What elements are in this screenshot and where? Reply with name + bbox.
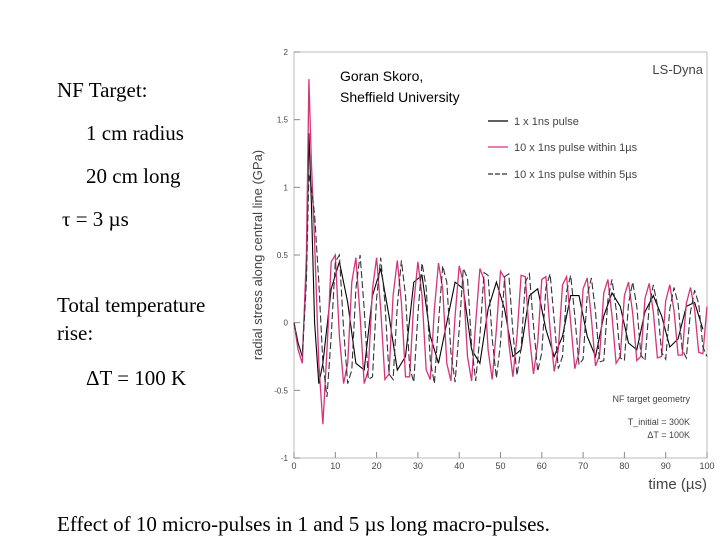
y-tick-label: 1 (284, 183, 289, 192)
annotation-delta-t: ΔT = 100K (647, 430, 690, 440)
x-tick-label: 100 (699, 461, 714, 471)
y-axis-label: radial stress along central line (GPa) (250, 150, 265, 360)
x-axis-label: time (µs) (648, 476, 707, 493)
annotation-t-initial: T_initial = 300K (628, 417, 690, 427)
target-radius: 1 cm radius (86, 121, 184, 145)
series-line-3 (293, 173, 708, 398)
legend-label: 10 x 1ns pulse within 1µs (514, 142, 638, 154)
x-tick-label: 40 (454, 461, 464, 471)
x-tick-label: 30 (413, 461, 423, 471)
x-tick-label: 50 (495, 461, 505, 471)
y-tick-label: 0.5 (277, 251, 289, 260)
geometry-annotation: NF target geometry T_initial = 300K ΔT =… (612, 394, 690, 440)
y-tick-label: 2 (284, 48, 289, 57)
y-tick-label: -0.5 (274, 386, 288, 395)
series-layer (293, 79, 708, 425)
annotation-geometry: NF target geometry (612, 394, 690, 404)
pulse-tau: τ = 3 µs (62, 207, 129, 231)
y-tick-label: 1.5 (277, 116, 289, 125)
legend-label: 1 x 1ns pulse (514, 116, 579, 128)
temperature-rise-label-line2: rise: (57, 321, 94, 345)
series-line-2 (293, 79, 708, 425)
x-tick-label: 0 (291, 461, 296, 471)
x-tick-label: 20 (372, 461, 382, 471)
target-title: NF Target: (57, 78, 148, 102)
x-tick-label: 80 (619, 461, 629, 471)
author-name: Goran Skoro, (340, 68, 424, 84)
author-affiliation: Sheffield University (340, 89, 460, 105)
plot-frame (293, 51, 708, 459)
slide-caption: Effect of 10 micro-pulses in 1 and 5 µs … (57, 512, 550, 536)
x-tick-label: 90 (661, 461, 671, 471)
x-axis: 0 10 20 30 40 50 60 70 80 90 100 (291, 452, 715, 471)
chart-title: LS-Dyna (652, 62, 703, 77)
x-tick-label: 60 (537, 461, 547, 471)
temperature-rise-label-line1: Total temperature (57, 293, 206, 317)
y-tick-label: -1 (281, 454, 289, 463)
author-credit: Goran Skoro, Sheffield University (340, 66, 460, 108)
chart-legend: 1 x 1ns pulse 10 x 1ns pulse within 1µs 10… (488, 116, 638, 181)
x-tick-label: 10 (330, 461, 340, 471)
legend-label: 10 x 1ns pulse within 5µs (514, 169, 638, 181)
delta-temperature: ΔT = 100 K (86, 366, 187, 390)
y-tick-label: 0 (284, 319, 289, 328)
x-tick-label: 70 (578, 461, 588, 471)
target-length: 20 cm long (86, 164, 181, 188)
y-axis: -1 -0.5 0 0.5 1 1.5 2 (274, 48, 300, 463)
series-line-1 (293, 133, 704, 384)
